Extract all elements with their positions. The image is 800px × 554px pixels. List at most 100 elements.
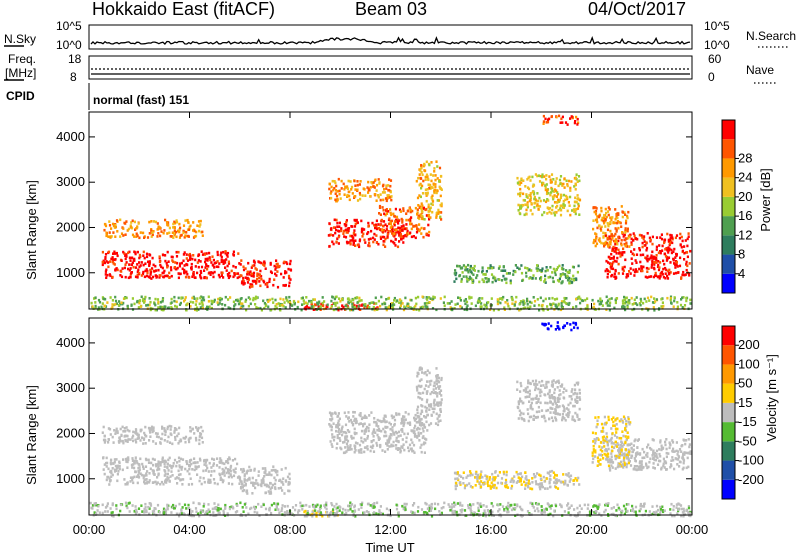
power-cell-2964 [631,303,634,306]
power-cell-2939 [627,301,630,304]
power-cell-109 [145,274,149,278]
power-cell-920 [437,212,440,215]
velocity-cell-193 [184,467,187,471]
velocity-cell-1840 [480,470,483,473]
power-cell-1158 [639,260,642,264]
power-cell-2572 [404,296,407,300]
velocity-cell-174 [172,464,175,468]
velocity-cell-1801 [521,401,524,405]
power-cell-1682 [528,193,531,197]
power-cell-1873 [468,275,471,279]
power-cell-2991 [385,308,388,312]
power-cell-2887 [331,296,334,299]
power-cell-2652 [669,297,672,300]
velocity-cell-141 [227,475,230,479]
velocity-cell-1520 [592,448,595,451]
velocity-cell-1275 [678,448,682,451]
power-cell-1823 [549,178,552,182]
power-cell-1311 [659,250,662,253]
power-cell-1221 [671,237,674,241]
power-cell-1140 [687,235,690,238]
velocity-cell-1344 [635,468,638,472]
power-cell-1400 [658,244,661,247]
power-cell-1538 [604,241,607,245]
power-cell-272 [129,267,132,270]
velocity-cell-793 [331,433,334,436]
power-cell-2966 [319,305,322,308]
power-cell-1334 [639,253,642,257]
power-cell-1734 [557,198,560,202]
velocity-cell-1113 [191,427,194,431]
power-cell-2714 [638,302,641,305]
power-cell-763 [379,223,382,227]
velocity-cell-528 [362,424,365,428]
velocity-cell-1300 [609,461,612,464]
power-cell-1205 [645,246,649,250]
velocity-cell-619 [363,450,366,454]
power-cell-1114 [685,251,689,254]
velocity-cell-661 [345,431,348,435]
velocity-cell-374 [272,468,275,472]
velocity-cell-411 [262,477,265,480]
power-cell-1587 [604,218,607,222]
power-cell-552 [394,220,397,223]
power-cell-1782 [578,179,581,183]
nave-label: Nave [746,63,774,77]
velocity-cell-1896 [525,482,528,485]
velocity-cell-1310 [660,444,663,448]
power-cell-46 [145,252,149,256]
velocity-cell-1852 [518,480,521,483]
power-cell-691 [382,220,386,223]
velocity-cell-532 [428,423,431,427]
power-cell-2846 [352,298,355,302]
power-cell-2037 [504,269,507,272]
velocity-cell-25 [109,461,112,465]
velocity-cell-695 [338,417,341,421]
power-cell-1580 [609,243,612,246]
velocity-cell-1762 [568,395,571,398]
power-cell-2122 [559,121,562,124]
power-cell-434 [274,272,277,276]
power-cell-1018 [173,220,176,224]
velocity-cell-635 [422,442,425,446]
power-cell-1606 [539,174,542,178]
power-cell-302 [205,276,208,280]
power-cell-1240 [633,234,636,238]
power-cell-1846 [469,264,472,268]
power-cell-2585 [391,306,395,309]
power-cell-1569 [616,216,619,220]
velocity-cell-535 [385,434,388,438]
power-cell-2010 [575,278,578,282]
velocity-cell-1841 [564,479,567,483]
power-cell-305 [159,274,162,277]
velocity-cell-899 [436,374,439,377]
power-cell-1700 [526,204,529,207]
velocity-cell-1027 [140,436,144,439]
power-cell-2766 [489,308,492,311]
power-cell-1219 [674,236,677,240]
velocity-cell-481 [280,480,283,484]
power-cell-466 [289,268,292,271]
power-cell-1203 [630,257,633,260]
velocity-cell-391 [274,478,277,482]
velocity-cell-1785 [535,410,538,414]
power-cell-2287 [519,300,523,303]
power-cell-2442 [349,308,352,312]
velocity-cell-687 [345,450,348,453]
velocity-cell-1317 [665,468,668,471]
power-cell-1817 [552,195,555,199]
power-cell-443 [283,260,286,264]
velocity-cell-846 [424,441,427,445]
power-cell-460 [284,283,287,287]
power-cell-2137 [337,177,340,181]
velocity-cell-1752 [558,397,561,400]
velocity-cell-1509 [592,449,596,453]
velocity-cell-952 [419,392,422,395]
power-cell-822 [433,167,436,170]
velocity-cell-1788 [544,401,547,405]
power-cell-1108 [612,255,615,259]
power-cell-2885 [557,302,560,306]
power-cell-1019 [143,236,146,239]
power-cell-1517 [594,210,598,213]
power-cell-1956 [561,273,564,276]
